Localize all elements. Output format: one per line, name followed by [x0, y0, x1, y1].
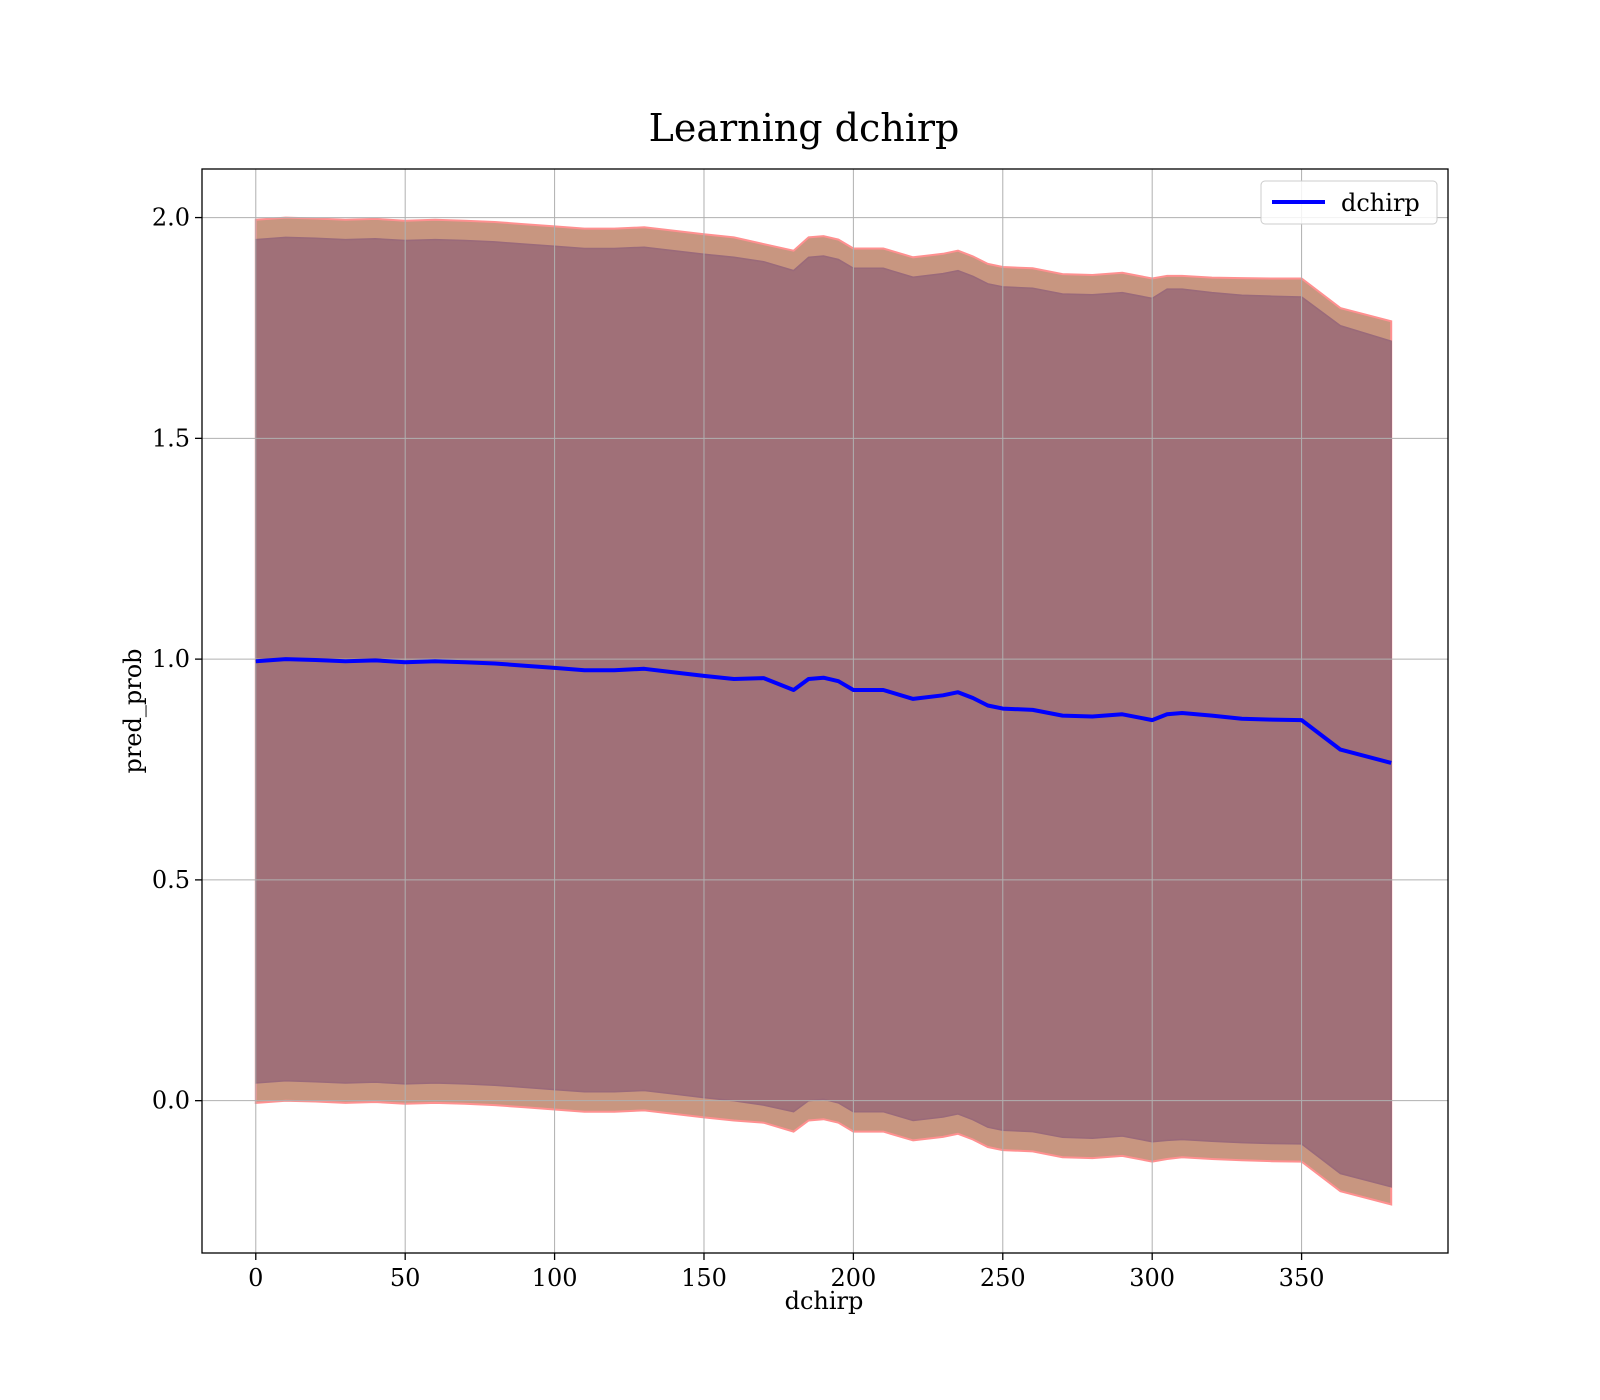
- axes-frame: [201, 168, 1449, 1254]
- y-tick-label: 1.0: [152, 645, 190, 673]
- legend-label-dchirp: dchirp: [1341, 189, 1420, 217]
- y-axis-label: pred_prob: [119, 648, 147, 773]
- x-tick-label: 150: [681, 1264, 727, 1292]
- plot-area: 0 50 100 150 200 250 300 350 0.0 0.5 1.0 1.5 2.0 dchi…: [152, 168, 1449, 1292]
- y-tick-label: 2.0: [152, 204, 190, 232]
- x-tick-label: 100: [532, 1264, 578, 1292]
- y-tick-label: 0.0: [152, 1087, 190, 1115]
- y-tick-label: 0.5: [152, 866, 190, 894]
- legend-box: [1260, 180, 1438, 225]
- x-tick-label: 250: [980, 1264, 1026, 1292]
- y-tick-label: 1.5: [152, 424, 190, 452]
- series-line-dchirp: [255, 657, 1392, 765]
- inner-uncertainty-band: [255, 236, 1392, 1188]
- x-tick-label: 200: [830, 1264, 876, 1292]
- x-axis-label: dchirp: [785, 1287, 864, 1315]
- x-tick-label: 0: [248, 1264, 263, 1292]
- x-tick-label: 350: [1279, 1264, 1325, 1292]
- x-tick-label: 300: [1129, 1264, 1175, 1292]
- x-tick-label: 50: [390, 1264, 421, 1292]
- chart-title: Learning dchirp: [649, 106, 960, 150]
